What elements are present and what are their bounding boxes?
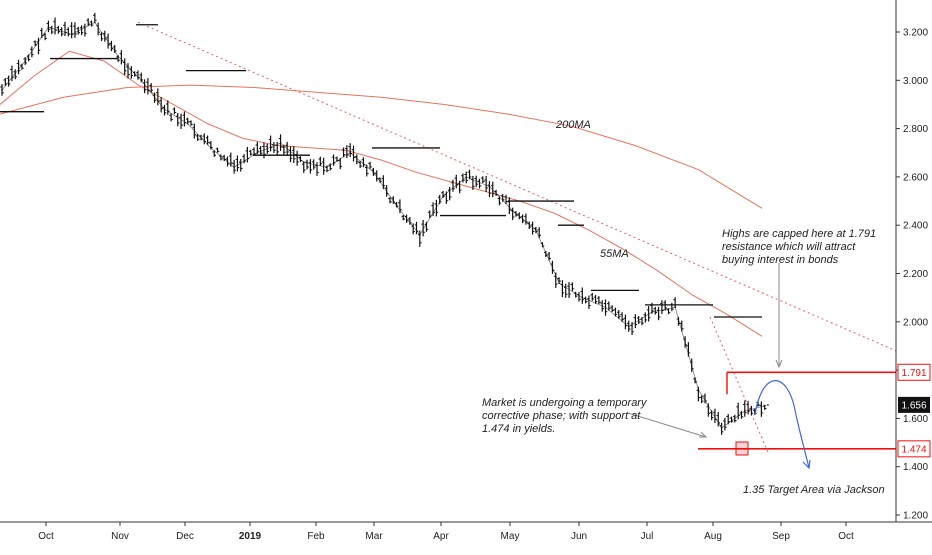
y-tick-label: 1.400	[903, 462, 928, 473]
price-point	[233, 166, 235, 169]
price-point	[47, 26, 50, 28]
level-badge-label: 1.791	[901, 368, 926, 379]
price-point	[1, 89, 3, 91]
moving-averages	[0, 50, 763, 337]
x-tick-label: Aug	[704, 531, 722, 542]
y-tick-label: 2.000	[903, 317, 928, 328]
price-point	[720, 427, 723, 429]
price-point	[674, 306, 676, 309]
price-point	[256, 151, 259, 154]
x-tick-label: Jun	[571, 531, 587, 542]
price-point	[395, 205, 398, 207]
price-point	[442, 195, 444, 198]
projection-arrowhead	[802, 459, 811, 470]
price-point	[94, 21, 96, 24]
price-point	[163, 108, 166, 111]
y-tick-label: 2.600	[903, 172, 928, 183]
last-price-badge	[898, 396, 930, 413]
price-point	[743, 410, 746, 412]
price-point	[511, 209, 514, 212]
support-resistance-levels	[698, 371, 896, 450]
price-point	[349, 151, 351, 154]
price-badges: 1.791 1.474 1.656	[897, 363, 931, 458]
x-tick-label: Oct	[838, 531, 854, 542]
price-point	[326, 166, 328, 169]
x-tick-label: Oct	[38, 531, 54, 542]
price-point	[279, 142, 282, 144]
price-point	[117, 55, 119, 57]
market-note-line-3: 1.474 in yields.	[482, 423, 555, 435]
x-tick-label: May	[501, 531, 520, 542]
price-point	[581, 296, 584, 299]
level-badge-label: 1.474	[901, 444, 926, 455]
y-tick-label: 1.600	[903, 414, 928, 425]
ma55-line	[0, 50, 763, 337]
target-note: 1.35 Target Area via Jackson	[743, 484, 885, 496]
price-point	[651, 311, 653, 313]
y-tick-label: 2.400	[903, 221, 928, 232]
y-tick-label: 2.200	[903, 269, 928, 280]
x-tick-label: Sep	[772, 531, 790, 542]
x-tick-label: Feb	[307, 531, 325, 542]
x-tick-label: Mar	[365, 531, 383, 542]
ma55-label: 55MA	[600, 248, 629, 260]
market-pointer-arrowhead	[699, 431, 708, 438]
price-point	[24, 60, 27, 62]
price-series	[0, 12, 769, 435]
ma200-label: 200MA	[555, 119, 591, 131]
price-point	[302, 161, 305, 164]
highs-note-line-2: resistance which will attract	[722, 241, 856, 253]
y-tick-label: 3.000	[903, 76, 928, 87]
price-point	[604, 306, 607, 309]
support-highlight-box	[735, 441, 749, 456]
price-point	[767, 404, 769, 406]
y-tick-label: 3.200	[903, 28, 928, 39]
price-point	[372, 171, 375, 173]
last-price-label: 1.656	[901, 400, 926, 411]
price-point	[70, 33, 73, 36]
price-point	[488, 185, 491, 188]
price-point	[465, 176, 468, 178]
price-point	[627, 325, 630, 328]
price-point	[697, 388, 700, 391]
highs-pointer-arrowhead	[775, 359, 783, 369]
market-note-line-1: Market is undergoing a temporary	[482, 397, 648, 409]
x-tick-label: Apr	[433, 531, 449, 542]
x-tick-label: Jul	[641, 531, 654, 542]
highs-note-line-1: Highs are capped here at 1.791	[722, 228, 876, 240]
price-point	[210, 147, 212, 149]
x-tick-label: Dec	[176, 531, 194, 542]
y-tick-label: 1.200	[903, 511, 928, 522]
x-axis-ticks: Oct Nov Dec 2019 Feb Mar Apr May Jun Jul Aug Sep Oct	[38, 522, 854, 542]
market-note-line-2: corrective phase; with support at	[482, 410, 641, 422]
highs-note-line-3: buying interest in bonds	[722, 254, 839, 266]
price-point	[186, 122, 189, 125]
level-badge	[897, 363, 931, 381]
projection-curve	[754, 380, 810, 469]
x-tick-label: Nov	[111, 531, 129, 542]
ma200-line	[0, 84, 763, 209]
price-point	[535, 229, 537, 231]
price-point	[419, 234, 421, 236]
y-tick-label: 2.800	[903, 124, 928, 135]
market-pointer-line	[627, 412, 707, 438]
price-point	[140, 79, 143, 82]
x-tick-label: 2019	[239, 531, 262, 542]
level-badge	[897, 440, 931, 458]
price-point	[558, 282, 560, 284]
